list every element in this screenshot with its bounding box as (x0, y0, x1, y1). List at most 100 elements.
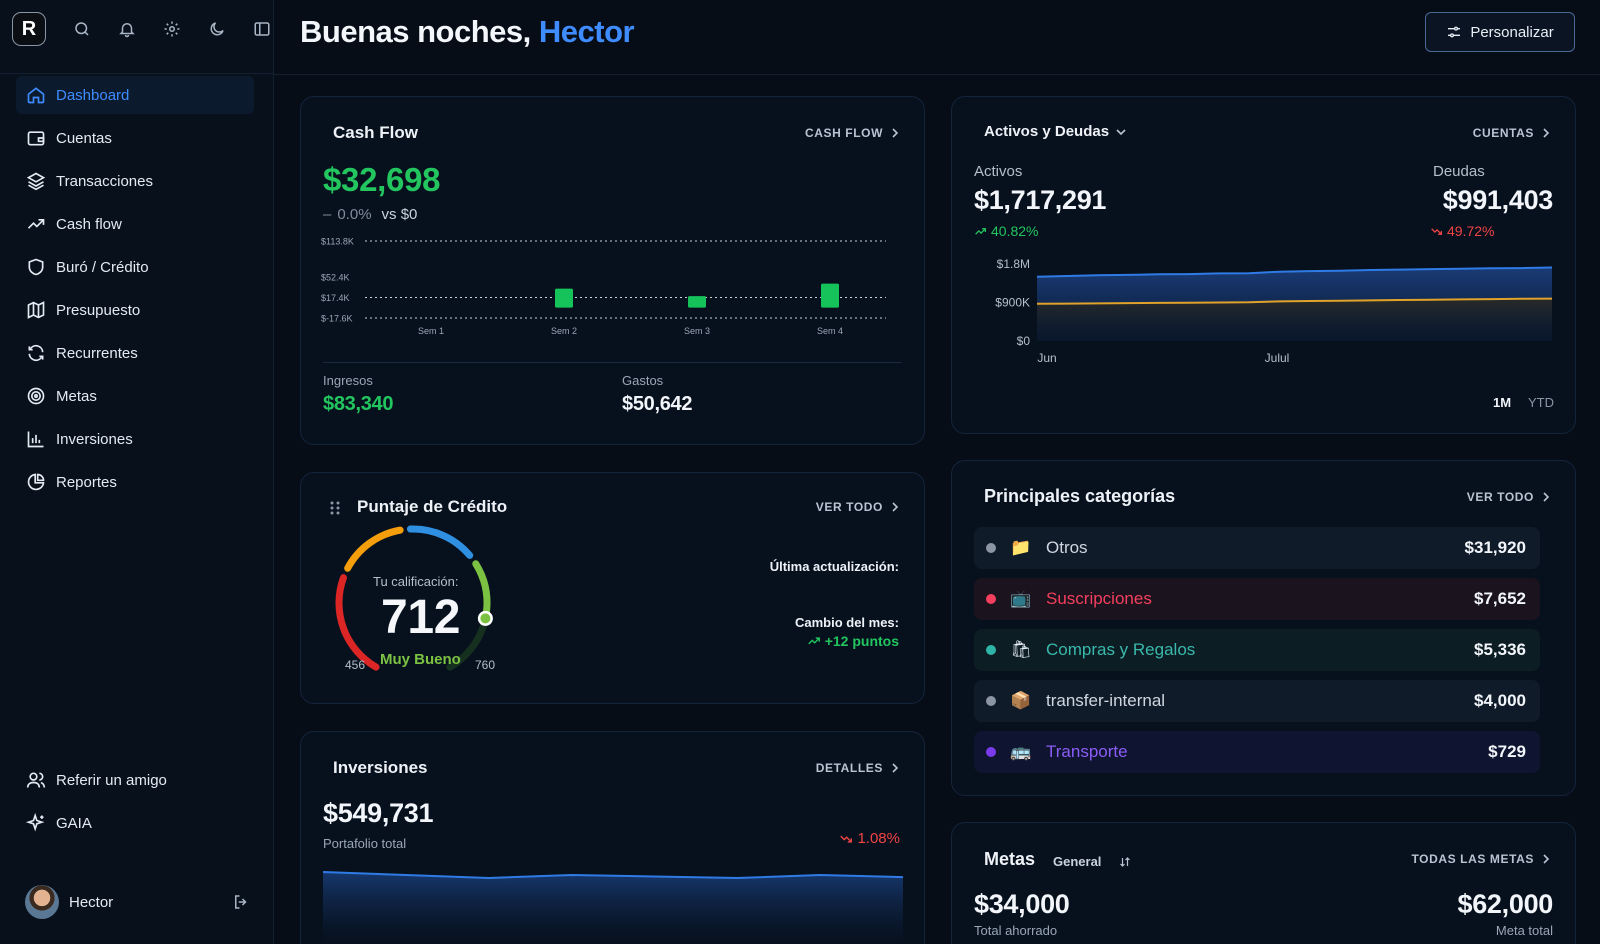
bar-chart-icon (27, 431, 44, 448)
debts-area (1037, 298, 1552, 341)
logout-icon[interactable] (232, 893, 250, 911)
sidebar-item-buro-credito[interactable]: Buró / Crédito (16, 248, 254, 286)
investments-link[interactable]: DETALLES (816, 761, 900, 775)
sidebar-item-cuentas[interactable]: Cuentas (16, 119, 254, 157)
assets-line (1036, 266, 1553, 278)
sidebar-divider (0, 73, 274, 74)
chevron-right-icon (892, 128, 899, 138)
categories-title: Principales categorías (984, 486, 1176, 506)
cash-flow-vs: vs $0 (381, 206, 418, 223)
category-row[interactable]: 📺 Suscripciones $7,652 (974, 578, 1540, 620)
goals-filter-label: General (1053, 854, 1102, 869)
category-row[interactable]: 📁 Otros $31,920 (974, 527, 1540, 569)
debts-label-text: Deudas (1433, 163, 1485, 180)
user-profile[interactable]: Hector (25, 884, 250, 920)
sidebar-toggle-icon[interactable] (253, 20, 271, 38)
cash-flow-amount: $32,698 (323, 161, 441, 198)
assets-title-dropdown[interactable]: Activos y Deudas (984, 123, 1126, 140)
debts-change-value: 49.72% (1447, 223, 1495, 239)
sidebar-item-referir[interactable]: Referir un amigo (16, 761, 254, 799)
gauge-segment-very-good (472, 560, 491, 615)
app-logo[interactable]: R (12, 12, 46, 46)
y-tick-label: $113.8K (321, 237, 354, 247)
moon-icon[interactable] (208, 20, 226, 38)
cash-flow-link[interactable]: CASH FLOW (805, 126, 900, 140)
sparkles-icon (26, 813, 45, 832)
assets-title: Activos y Deudas (984, 123, 1110, 140)
sidebar-item-cash-flow[interactable]: Cash flow (16, 205, 254, 243)
range-ytd-button[interactable]: YTD (1528, 395, 1554, 410)
trending-down-icon (1431, 227, 1443, 235)
investments-caption: Portafolio total (323, 836, 407, 851)
category-row[interactable]: 🚌 Transporte $729 (974, 731, 1540, 773)
y-tick-label: $0 (1017, 334, 1031, 348)
investments-card: Inversiones DETALLES $549,731 Portafolio… (300, 731, 925, 944)
pie-chart-icon (27, 473, 45, 491)
chevron-right-icon (1543, 854, 1550, 864)
category-label: Suscripciones (1046, 589, 1152, 608)
credit-rating: Muy Bueno (380, 651, 461, 668)
sidebar-item-label: Cash flow (56, 215, 122, 233)
avatar (25, 885, 59, 919)
sidebar-item-reportes[interactable]: Reportes (16, 463, 254, 501)
sidebar-item-label: Referir un amigo (56, 771, 167, 789)
sidebar-item-presupuesto[interactable]: Presupuesto (16, 291, 254, 329)
income-label: Ingresos (323, 373, 373, 388)
sidebar-item-recurrentes[interactable]: Recurrentes (16, 334, 254, 372)
swap-icon (1120, 856, 1131, 867)
sidebar-item-label: Transacciones (56, 172, 153, 190)
investments-change-value: 1.08% (857, 830, 900, 847)
cash-flow-link-label: CASH FLOW (804, 126, 883, 140)
category-dot (986, 747, 996, 757)
category-label: Compras y Regalos (1046, 640, 1196, 659)
search-icon[interactable] (73, 20, 91, 38)
category-row[interactable]: 🛍 Compras y Regalos $5,336 (974, 629, 1540, 671)
x-tick-label: Julul (1265, 351, 1290, 365)
sidebar-item-label: Presupuesto (56, 301, 141, 319)
drag-handle-icon[interactable] (329, 500, 341, 516)
home-icon (27, 87, 45, 104)
cash-flow-change-icon: – (323, 206, 332, 223)
category-row[interactable]: 📦 transfer-internal $4,000 (974, 680, 1540, 722)
credit-max: 760 (475, 658, 496, 672)
header-divider (274, 74, 1600, 75)
sidebar-item-inversiones[interactable]: Inversiones (16, 420, 254, 458)
debts-label: Deudas (1423, 163, 1553, 180)
users-icon (26, 772, 46, 788)
sidebar-toolbar: R (12, 12, 271, 46)
assets-link[interactable]: CUENTAS (1473, 126, 1551, 140)
map-icon (27, 301, 45, 319)
y-tick-label: $52.4K (321, 272, 350, 282)
bell-icon[interactable] (118, 20, 136, 38)
personalizar-button[interactable]: Personalizar (1425, 12, 1575, 52)
credit-link[interactable]: VER TODO (816, 500, 900, 514)
gear-icon[interactable] (163, 20, 181, 38)
goals-title: Metas (984, 849, 1036, 869)
sidebar-item-gaia[interactable]: GAIA (16, 804, 254, 842)
category-value: $31,920 (1464, 538, 1526, 557)
range-1m-button[interactable]: 1M (1493, 395, 1512, 410)
credit-change-value: +12 puntos (824, 633, 899, 649)
bar (688, 296, 706, 308)
sidebar-item-label: Reportes (56, 473, 117, 491)
credit-update-label: Última actualización: (769, 559, 899, 574)
sidebar-item-dashboard[interactable]: Dashboard (16, 76, 254, 114)
y-tick-label: $900K (995, 296, 1030, 310)
investments-link-label: DETALLES (815, 761, 883, 775)
sidebar-item-metas[interactable]: Metas (16, 377, 254, 415)
sidebar-item-label: Inversiones (56, 430, 133, 448)
goals-saved-label: Total ahorrado (974, 923, 1058, 938)
personalizar-label: Personalizar (1470, 23, 1554, 41)
assets-amount: $1,717,291 (974, 185, 1107, 215)
sidebar-item-transacciones[interactable]: Transacciones (16, 162, 254, 200)
assets-debts-chart: $1.8M $900K $0 Jun Julul (995, 257, 1553, 365)
goals-link[interactable]: TODAS LAS METAS (1411, 852, 1551, 866)
expense-value: $50,642 (622, 393, 693, 415)
category-value: $7,652 (1474, 589, 1526, 608)
categories-link-label: VER TODO (1466, 490, 1534, 504)
cash-flow-change: – 0.0% vs $0 (323, 206, 417, 223)
category-dot (986, 543, 996, 553)
categories-link[interactable]: VER TODO (1467, 490, 1551, 504)
expense-label: Gastos (622, 373, 664, 388)
goals-filter[interactable]: General (1053, 854, 1131, 869)
